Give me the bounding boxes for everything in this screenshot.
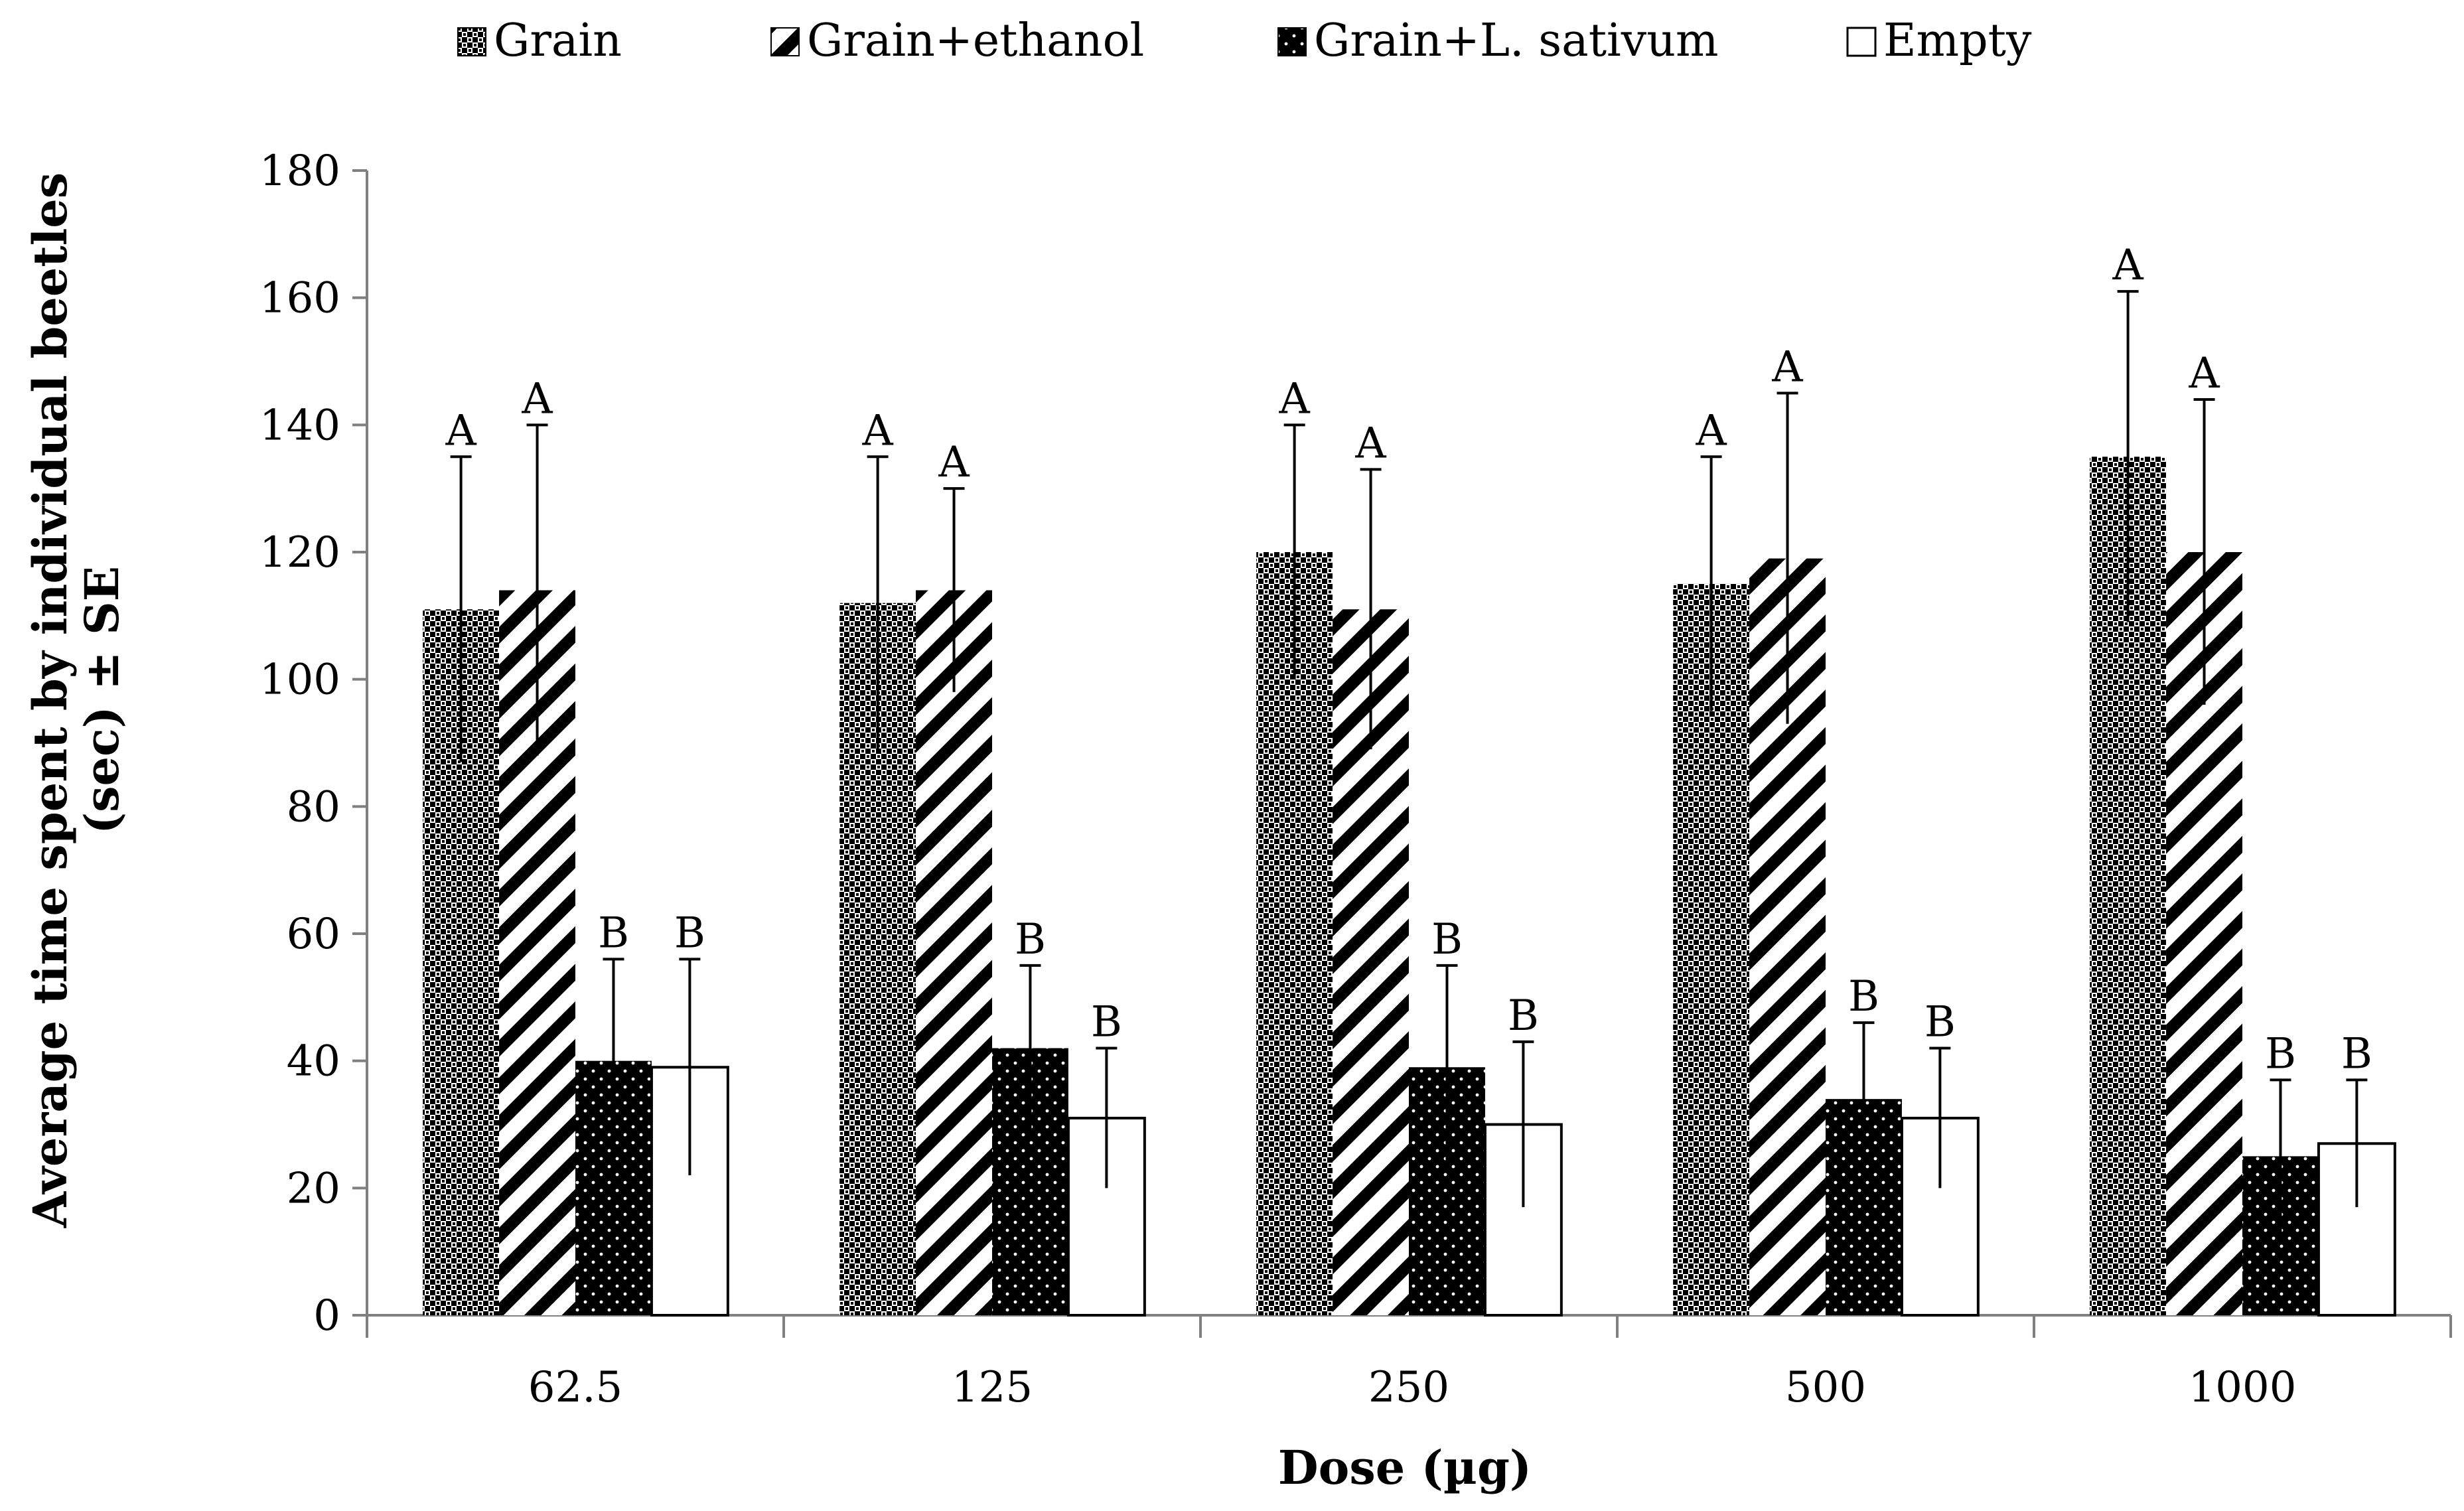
significance-label: B (1091, 998, 1122, 1047)
y-axis-title: Average time spent by individual beetles… (23, 173, 129, 1228)
x-tick-label: 125 (952, 1363, 1033, 1412)
legend-item-grain: Grain (457, 15, 622, 67)
legend-label-grain-ethanol: Grain+ethanol (807, 15, 1144, 67)
error-bars (450, 290, 2368, 1233)
significance-label: A (2188, 349, 2220, 398)
legend-swatch-empty (1846, 27, 1877, 57)
legend: Grain Grain+ethanol Grain+L. sativum Emp… (457, 15, 2032, 67)
y-tick-label: 180 (259, 147, 340, 196)
significance-label: B (1508, 991, 1539, 1041)
y-tick-label: 0 (313, 1291, 340, 1340)
significance-label: A (445, 406, 477, 455)
legend-label-grain-l-sativum: Grain+L. sativum (1314, 15, 1718, 67)
significance-label: A (521, 374, 553, 423)
bar-grain-ethanol (916, 590, 992, 1315)
legend-item-grain-l-sativum: Grain+L. sativum (1277, 15, 1718, 67)
significance-label: B (674, 908, 705, 958)
legend-item-empty: Empty (1846, 15, 2032, 67)
y-tick-label: 80 (287, 782, 340, 831)
significance-label: B (598, 908, 629, 958)
significance-label: A (1771, 342, 1803, 392)
x-axis-title: Dose (µg) (1278, 1440, 1532, 1495)
x-tick-label: 500 (1785, 1363, 1866, 1412)
y-ticks: 0 20 40 60 80 100 120 140 160 180 (259, 147, 367, 1340)
legend-swatch-grain-ethanol (770, 27, 800, 56)
significance-label: B (1015, 915, 1046, 964)
significance-label: A (2112, 241, 2144, 290)
y-axis-title-line1: Average time spent by individual beetles (23, 173, 78, 1228)
x-tick-label: 62.5 (528, 1363, 623, 1412)
y-tick-label: 120 (259, 528, 340, 577)
y-tick-label: 60 (287, 910, 340, 959)
legend-item-grain-ethanol: Grain+ethanol (770, 15, 1144, 67)
significance-label: B (2341, 1029, 2372, 1078)
legend-swatch-grain (457, 27, 486, 56)
bars (423, 457, 2396, 1317)
significance-label: B (1924, 998, 1956, 1047)
x-tick-label: 250 (1368, 1363, 1449, 1412)
y-tick-label: 160 (259, 274, 340, 323)
y-tick-label: 140 (259, 401, 340, 450)
significance-label: A (938, 438, 970, 487)
legend-label-empty: Empty (1883, 15, 2032, 67)
legend-swatch-grain-l-sativum (1277, 27, 1307, 56)
legend-label-grain: Grain (494, 15, 622, 67)
y-axis-title-line2: (sec) ± SE (74, 566, 129, 834)
y-tick-label: 100 (259, 656, 340, 705)
significance-label: A (1354, 419, 1386, 468)
significance-label: B (2265, 1029, 2296, 1078)
significance-label: B (1848, 972, 1879, 1021)
x-ticks: 62.5 125 250 500 1000 (366, 1315, 2452, 1412)
significance-label: A (1279, 374, 1311, 423)
y-tick-label: 20 (287, 1164, 340, 1213)
significance-label: B (1431, 915, 1463, 964)
significance-label: A (862, 406, 894, 455)
x-tick-label: 1000 (2189, 1363, 2297, 1412)
y-tick-label: 40 (287, 1037, 340, 1086)
significance-label: A (1696, 406, 1727, 455)
